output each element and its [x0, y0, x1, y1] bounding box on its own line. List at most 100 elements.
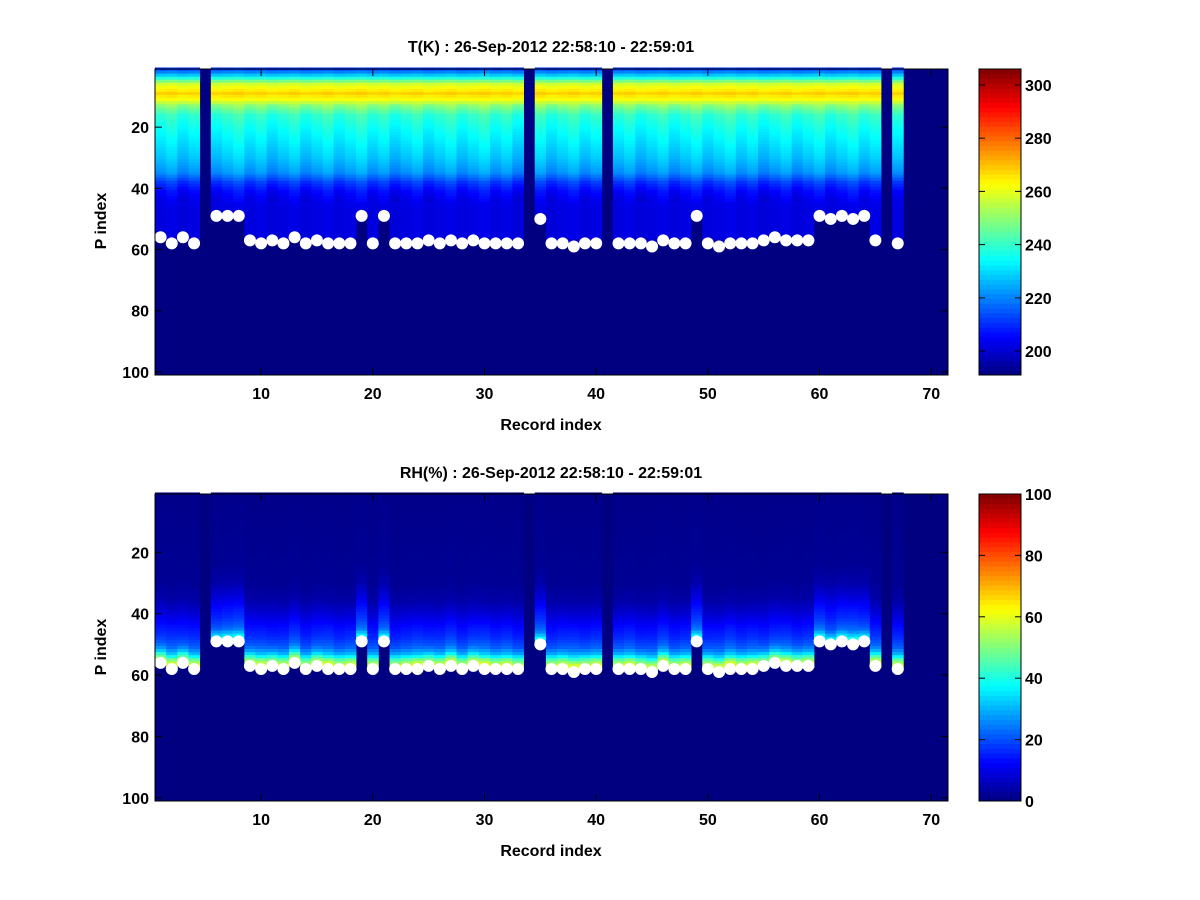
temperature-cell — [188, 113, 201, 117]
temperature-cell — [344, 214, 357, 218]
temperature-cell — [445, 128, 457, 133]
temperature-cell — [233, 189, 245, 194]
humidity-cell — [166, 517, 178, 521]
temperature-cell — [724, 174, 737, 179]
temperature-cell — [356, 174, 368, 179]
temperature-cell — [579, 107, 591, 111]
humidity-cell — [322, 609, 335, 613]
temperature-cell — [244, 226, 256, 231]
humidity-cell — [188, 630, 201, 635]
humidity-cell — [300, 507, 312, 512]
temperature-cell — [702, 137, 714, 142]
humidity-cell — [322, 581, 335, 585]
humidity-cell — [244, 510, 256, 515]
temperature-cell — [713, 205, 726, 209]
temperature-cell — [277, 229, 290, 234]
temperature-cell — [423, 153, 435, 157]
humidity-cell — [367, 553, 379, 558]
temperature-cell — [534, 171, 547, 175]
temperature-cell — [534, 147, 547, 151]
temperature-cell — [266, 95, 279, 99]
humidity-cell — [333, 609, 346, 613]
temperature-cell — [445, 73, 457, 78]
temperature-cell — [869, 122, 882, 127]
humidity-cell — [244, 526, 256, 530]
temperature-cell — [456, 143, 469, 148]
temperature-cell — [545, 107, 558, 111]
temperature-cell — [490, 205, 502, 209]
temperature-cell — [378, 165, 390, 169]
temperature-cell — [255, 119, 268, 123]
temperature-cell — [590, 98, 603, 102]
temperature-cell — [277, 189, 290, 194]
temperature-cell — [869, 88, 882, 93]
humidity-cell — [155, 645, 167, 650]
temperature-cell — [333, 205, 346, 209]
temperature-cell — [467, 220, 480, 224]
humidity-cell — [367, 529, 379, 533]
temperature-cell — [713, 208, 726, 212]
temperature-cell — [635, 214, 647, 218]
temperature-record-column — [791, 67, 804, 243]
temperature-record-column — [177, 67, 189, 240]
temperature-cell — [400, 95, 413, 99]
temperature-cell — [635, 183, 647, 188]
temperature-cell — [869, 137, 882, 142]
humidity-cell — [356, 602, 368, 607]
temperature-cell — [746, 220, 759, 224]
humidity-cell — [188, 517, 201, 521]
humidity-cell — [255, 566, 268, 570]
temperature-cell — [277, 153, 290, 157]
humidity-cell — [233, 612, 245, 616]
temperature-cell — [847, 177, 860, 182]
temperature-surface-marker — [255, 237, 268, 250]
temperature-cell — [400, 195, 413, 200]
temperature-cell — [255, 229, 268, 234]
temperature-cell — [847, 150, 860, 154]
humidity-cell — [233, 596, 245, 601]
humidity-cell — [244, 602, 256, 607]
temperature-cell — [322, 134, 335, 139]
temperature-cell — [434, 220, 446, 224]
temperature-cell — [456, 79, 469, 84]
temperature-cell — [657, 205, 670, 209]
humidity-cell — [277, 639, 290, 644]
temperature-surface-marker — [500, 237, 513, 250]
temperature-cell — [289, 88, 301, 93]
temperature-cell — [590, 186, 603, 191]
temperature-colorbar-segment — [979, 73, 1021, 80]
temperature-cell — [434, 88, 446, 93]
temperature-cell — [478, 174, 491, 179]
temperature-cell — [188, 165, 201, 169]
temperature-cell — [791, 70, 804, 74]
temperature-cell — [501, 223, 513, 227]
humidity-cell — [166, 550, 178, 555]
temperature-cell — [423, 156, 435, 160]
temperature-cell — [612, 195, 625, 200]
temperature-cell — [646, 202, 659, 206]
temperature-cell — [892, 88, 904, 93]
humidity-cell — [233, 507, 245, 512]
temperature-cell — [892, 165, 904, 169]
temperature-record-column — [155, 67, 167, 240]
temperature-cell — [333, 101, 346, 105]
temperature-cell — [735, 229, 748, 234]
temperature-cell — [344, 211, 357, 215]
temperature-cell — [612, 174, 625, 179]
humidity-cell — [244, 584, 256, 589]
temperature-cell — [289, 156, 301, 160]
temperature-cell — [456, 180, 469, 185]
temperature-cell — [400, 202, 413, 206]
temperature-cell — [300, 88, 312, 93]
humidity-cell — [344, 599, 357, 604]
temperature-cell — [847, 195, 860, 200]
temperature-cell — [646, 107, 659, 111]
temperature-cell — [289, 153, 301, 157]
humidity-cell — [210, 553, 223, 558]
temperature-cell — [434, 174, 446, 179]
temperature-cell — [590, 220, 603, 224]
temperature-title: T(K) : 26-Sep-2012 22:58:10 - 22:59:01 — [408, 39, 694, 56]
humidity-cell — [166, 639, 178, 644]
temperature-cell — [557, 220, 569, 224]
temperature-cell — [333, 180, 346, 185]
